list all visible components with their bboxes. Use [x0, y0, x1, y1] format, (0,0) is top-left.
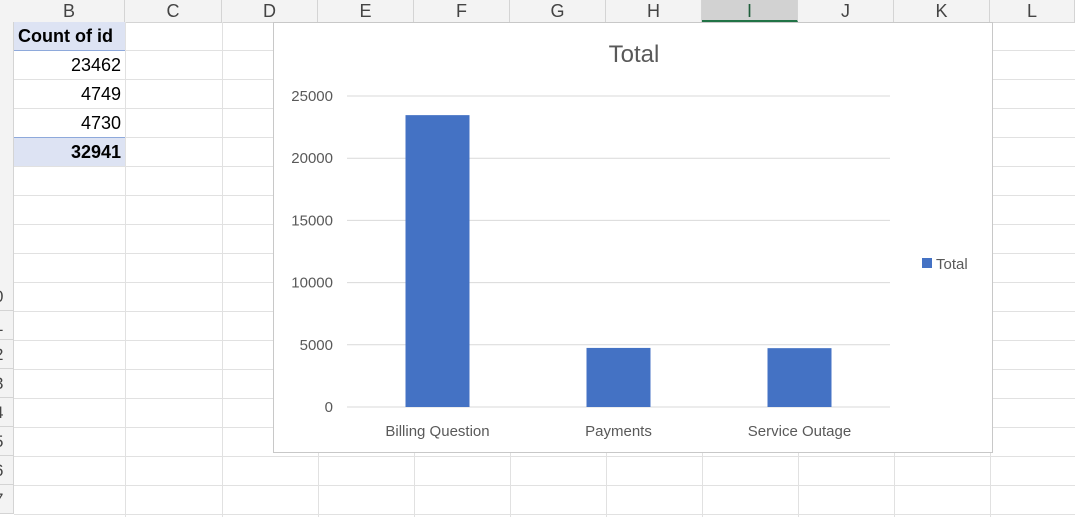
y-tick-label: 10000 — [291, 275, 333, 292]
row-header[interactable]: 5 — [0, 427, 14, 456]
row-header[interactable]: 7 — [0, 485, 14, 514]
legend-label: Total — [936, 256, 968, 273]
row-header-strip — [0, 22, 14, 292]
pivot-value-cell[interactable]: 4749 — [80, 84, 121, 104]
column-header-j[interactable]: J — [798, 0, 894, 22]
column-header-k[interactable]: K — [894, 0, 990, 22]
bar-chart[interactable]: Total 0 5000 10000 15000 20000 25000 Billing Q… — [273, 22, 993, 453]
row-header[interactable]: 3 — [0, 369, 14, 398]
y-tick-label: 15000 — [291, 212, 333, 229]
y-tick-label: 25000 — [291, 88, 333, 105]
chart-canvas: Total 0 5000 10000 15000 20000 25000 Billing Q… — [291, 41, 968, 440]
column-header-h[interactable]: H — [606, 0, 702, 22]
x-category-label: Service Outage — [748, 423, 851, 440]
x-category-label: Payments — [585, 423, 652, 440]
column-header-c[interactable]: C — [125, 0, 222, 22]
row-header[interactable]: 1 — [0, 311, 14, 340]
chart-title[interactable]: Total — [609, 41, 660, 68]
pivot-grand-total[interactable]: 32941 — [14, 137, 125, 166]
column-header-e[interactable]: E — [318, 0, 414, 22]
column-header-b[interactable]: B — [14, 0, 125, 22]
column-header-row: B C D E F G H I J K L — [0, 0, 1075, 23]
legend-swatch — [922, 258, 932, 268]
y-tick-label: 20000 — [291, 150, 333, 167]
row-header[interactable]: 2 — [0, 340, 14, 369]
row-header[interactable]: 6 — [0, 456, 14, 485]
bar-0 — [405, 115, 470, 407]
y-tick-label: 0 — [325, 399, 333, 416]
row-header[interactable]: 0 — [0, 282, 14, 311]
column-header-l[interactable]: L — [990, 0, 1075, 22]
column-header-f[interactable]: F — [414, 0, 510, 22]
column-header-g[interactable]: G — [510, 0, 606, 22]
bar-2 — [767, 348, 832, 407]
y-tick-label: 5000 — [300, 337, 333, 354]
x-category-label: Billing Question — [385, 423, 489, 440]
bar-1 — [586, 347, 651, 407]
column-header-i[interactable]: I — [702, 0, 798, 22]
column-header-d[interactable]: D — [222, 0, 318, 22]
pivot-value-cell[interactable]: 4730 — [80, 113, 121, 133]
row-header[interactable]: 4 — [0, 398, 14, 427]
pivot-header-count-of-id[interactable]: Count of id — [14, 22, 125, 51]
pivot-value-cell[interactable]: 23462 — [70, 55, 121, 75]
